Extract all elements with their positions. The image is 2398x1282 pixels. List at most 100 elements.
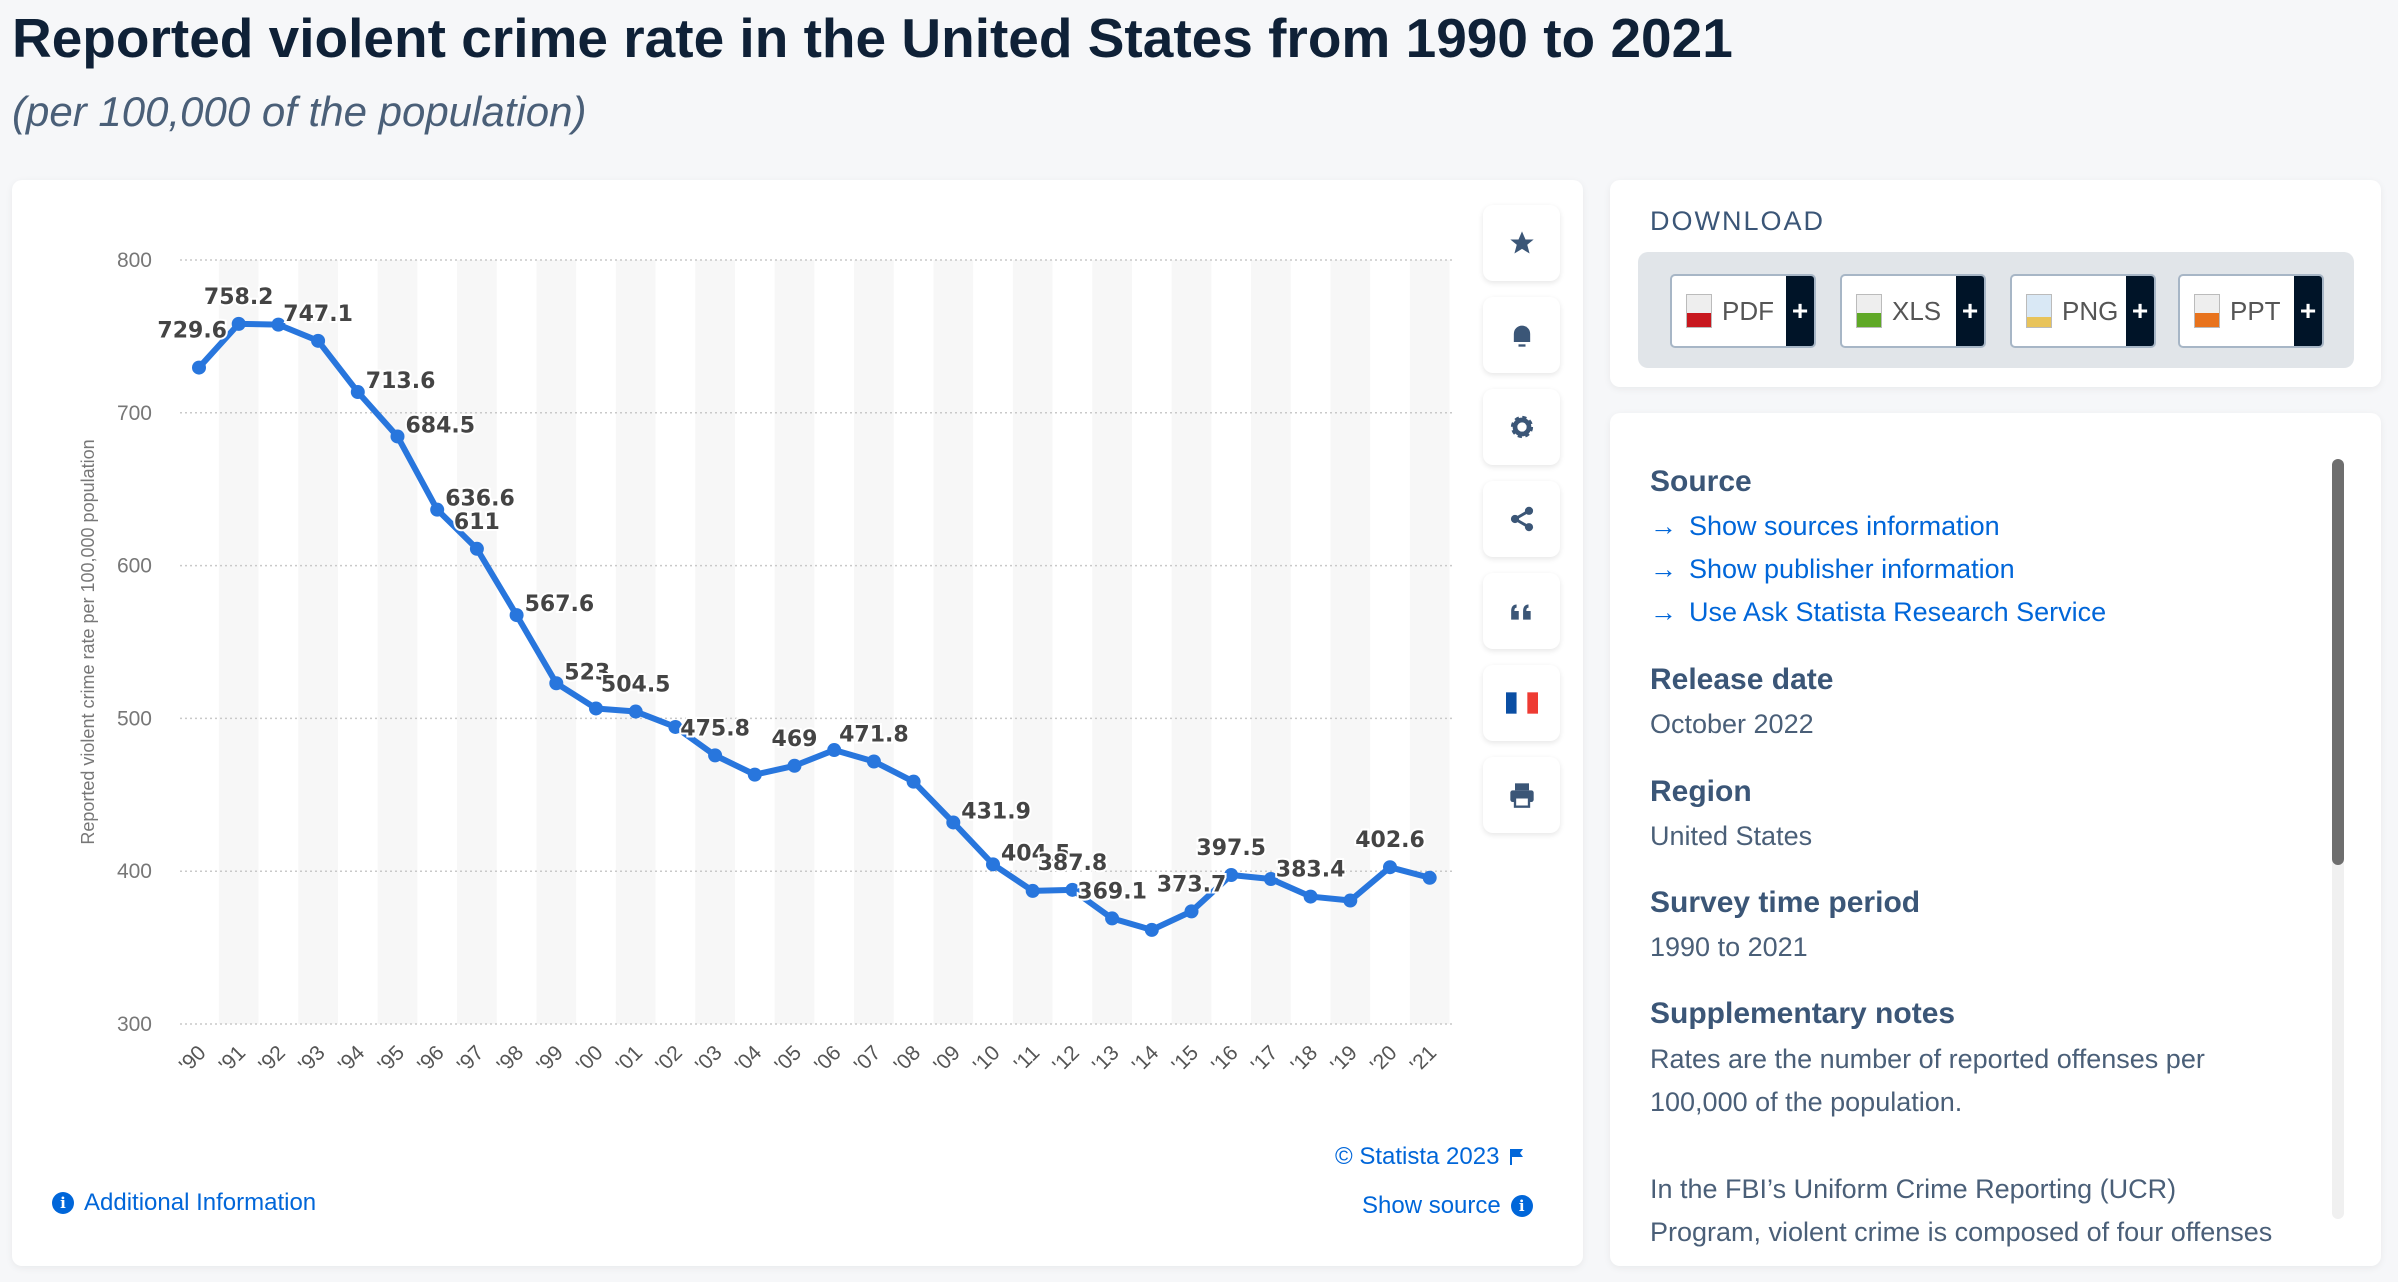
info-icon: i (52, 1192, 74, 1214)
column-band (1330, 260, 1371, 1024)
show-sources-link[interactable]: → Show sources information (1650, 511, 2000, 542)
download-png-button[interactable]: PNG + (2010, 274, 2156, 348)
x-tick-label: '15 (1167, 1041, 1203, 1077)
data-label: 758.2 (204, 285, 274, 310)
x-tick-label: '21 (1406, 1041, 1442, 1077)
data-label: 747.1 (283, 302, 353, 327)
data-point (668, 719, 683, 734)
info-scrollbar[interactable] (2332, 459, 2344, 1219)
x-tick-label: '06 (810, 1041, 846, 1077)
column-band (615, 260, 656, 1024)
data-point (1224, 868, 1239, 883)
y-tick-label: 400 (117, 860, 152, 883)
column-band (854, 260, 894, 1024)
plus-icon[interactable]: + (2294, 276, 2322, 346)
download-pdf-label: PDF (1722, 295, 1774, 326)
favorite-button[interactable] (1483, 205, 1560, 281)
data-label: 387.8 (1038, 851, 1108, 876)
xls-file-icon (1856, 294, 1882, 328)
x-tick-label: '97 (453, 1041, 489, 1077)
star-icon (1509, 231, 1534, 254)
data-label: 729.6 (157, 319, 227, 344)
quote-icon (1510, 604, 1531, 620)
plus-icon[interactable]: + (1956, 276, 1984, 346)
column-band (695, 260, 735, 1024)
data-point (1422, 870, 1437, 885)
supplementary-notes-text: Rates are the number of reported offense… (1650, 1044, 2205, 1117)
flag-icon (1510, 1149, 1524, 1165)
source-heading: Source (1650, 465, 1752, 498)
x-tick-label: '10 (969, 1041, 1005, 1077)
data-point (628, 704, 643, 719)
share-icon (1510, 506, 1533, 532)
arrow-right-icon: → (1650, 511, 1677, 541)
x-tick-label: '03 (691, 1041, 727, 1077)
x-tick-label: '96 (413, 1041, 449, 1077)
column-band (377, 260, 418, 1024)
data-point (350, 385, 365, 400)
link-text: Show publisher information (1689, 554, 2015, 584)
bell-icon (1513, 325, 1530, 347)
plus-icon[interactable]: + (1786, 276, 1814, 346)
data-label: 567.6 (525, 592, 595, 617)
data-label: 523 (564, 660, 610, 685)
french-flag-icon (1505, 692, 1538, 714)
x-tick-label: '08 (890, 1041, 926, 1077)
y-tick-label: 300 (117, 1013, 152, 1036)
plus-icon[interactable]: + (2126, 276, 2154, 346)
x-tick-label: '99 (532, 1041, 568, 1077)
show-publisher-link[interactable]: → Show publisher information (1650, 554, 2015, 585)
data-point (1025, 883, 1040, 898)
scrollbar-thumb[interactable] (2332, 459, 2344, 865)
data-point (1383, 860, 1397, 875)
y-axis-title: Reported violent crime rate per 100,000 … (78, 439, 98, 844)
download-xls-label: XLS (1892, 295, 1942, 326)
data-point (866, 754, 881, 769)
x-tick-label: '98 (493, 1041, 529, 1077)
data-point (509, 608, 524, 623)
data-point (1263, 871, 1278, 886)
y-tick-label: 600 (117, 555, 152, 578)
data-point (1343, 893, 1358, 908)
column-band (218, 260, 259, 1024)
data-label: 713.6 (366, 369, 436, 394)
data-label: 504.5 (601, 673, 671, 698)
data-point (906, 774, 921, 789)
notification-button[interactable] (1483, 297, 1560, 373)
x-tick-label: '95 (373, 1041, 409, 1077)
line-chart: 300 400 500 600 700 800 Reported violent crime… (78, 249, 1452, 1077)
data-point (231, 316, 246, 331)
ask-statista-link[interactable]: → Use Ask Statista Research Service (1650, 597, 2106, 628)
print-button[interactable] (1483, 757, 1560, 833)
download-xls-button[interactable]: XLS + (1840, 274, 1986, 348)
column-band (774, 260, 815, 1024)
data-point (1184, 904, 1199, 919)
data-label: 469 (772, 727, 818, 752)
page-subtitle: (per 100,000 of the population) (12, 88, 587, 135)
statista-copyright-link[interactable]: © Statista 2023 (1335, 1143, 1525, 1171)
column-band (1012, 260, 1053, 1024)
download-pdf-button[interactable]: PDF + (1670, 274, 1816, 348)
additional-information-link[interactable]: i Additional Information (52, 1189, 316, 1217)
share-button[interactable] (1483, 481, 1560, 557)
settings-button[interactable] (1483, 389, 1560, 465)
data-point (589, 701, 603, 716)
x-tick-label: '05 (770, 1041, 806, 1077)
show-source-link[interactable]: Show source i (1362, 1192, 1533, 1220)
language-button[interactable] (1483, 665, 1560, 741)
x-tick-label: '19 (1326, 1041, 1362, 1077)
cite-button[interactable] (1483, 573, 1560, 649)
series-line (196, 320, 1431, 933)
data-label: 397.5 (1196, 836, 1266, 861)
x-tick-label: '14 (1128, 1041, 1164, 1077)
download-ppt-button[interactable]: PPT + (2178, 274, 2324, 348)
arrow-right-icon: → (1650, 597, 1677, 627)
gear-icon (1510, 415, 1533, 439)
y-tick-label: 800 (117, 249, 152, 272)
x-tick-label: '20 (1366, 1041, 1402, 1077)
data-point (787, 758, 802, 773)
chart-card: 300 400 500 600 700 800 Reported violent crime… (12, 180, 1583, 1266)
x-tick-label: '02 (651, 1041, 687, 1077)
release-date-value: October 2022 (1650, 709, 1814, 739)
x-tick-label: '09 (929, 1041, 965, 1077)
